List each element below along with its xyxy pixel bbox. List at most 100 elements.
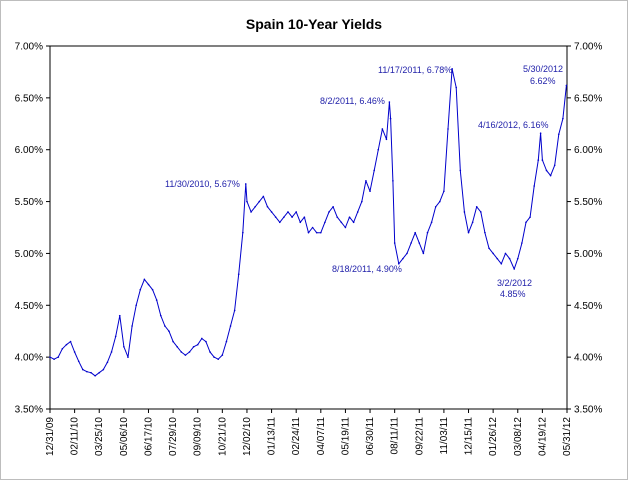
data-point — [82, 368, 84, 371]
data-point — [557, 133, 560, 135]
data-point — [127, 356, 129, 358]
plot-area — [49, 45, 568, 410]
annotation-label: 3/2/2012 — [497, 278, 532, 288]
data-point — [377, 148, 380, 151]
data-point — [475, 205, 478, 208]
data-point — [73, 351, 76, 353]
data-point — [114, 335, 117, 338]
data-point — [139, 288, 142, 291]
data-point — [336, 216, 339, 218]
data-point — [196, 343, 199, 346]
data-point — [258, 200, 261, 203]
data-point — [340, 221, 343, 224]
data-point — [244, 183, 247, 185]
data-point — [443, 190, 445, 192]
data-point — [287, 211, 289, 213]
data-point — [217, 358, 220, 361]
x-tick-label: 08/11/11 — [390, 417, 401, 455]
x-tick-label: 02/11/10 — [70, 417, 81, 456]
y-tick-label-right: 3.50% — [574, 405, 602, 416]
x-tick-label: 01/26/12 — [488, 417, 499, 456]
data-point — [426, 231, 429, 234]
data-point — [213, 356, 215, 358]
data-point — [233, 309, 236, 312]
data-point — [516, 257, 519, 260]
data-point — [402, 257, 404, 260]
data-point — [143, 278, 146, 281]
x-tick-label: 06/17/10 — [143, 417, 154, 456]
data-point — [459, 169, 462, 172]
y-tick-label-left: 6.50% — [15, 93, 43, 104]
data-point — [278, 221, 281, 224]
data-point — [266, 205, 269, 208]
y-tick-label-left: 7.00% — [15, 42, 43, 53]
data-point — [131, 325, 133, 327]
data-point — [488, 247, 490, 250]
data-point — [180, 351, 183, 353]
data-point — [164, 325, 166, 327]
data-point — [201, 337, 203, 340]
data-point — [188, 351, 191, 353]
data-point — [406, 252, 408, 255]
data-point — [484, 231, 486, 234]
data-point — [155, 299, 158, 301]
data-point — [69, 340, 72, 343]
data-point — [77, 360, 80, 363]
data-point — [176, 345, 178, 348]
data-point — [274, 216, 277, 218]
data-point — [562, 117, 564, 120]
data-point — [315, 231, 318, 234]
annotation-label: 6.62% — [530, 76, 556, 86]
data-point — [463, 211, 466, 213]
data-point — [229, 325, 232, 327]
x-tick-label: 01/13/11 — [267, 417, 278, 456]
data-point — [392, 180, 394, 182]
data-point — [307, 231, 310, 234]
data-point — [324, 221, 326, 224]
x-tick-label: 06/30/11 — [365, 417, 376, 456]
y-tick-label-left: 6.00% — [15, 145, 43, 156]
data-point — [549, 174, 552, 177]
data-point — [418, 242, 421, 244]
y-tick-label-left: 5.00% — [15, 249, 43, 260]
data-point — [332, 205, 334, 208]
annotation-label: 11/17/2011, 6.78% — [378, 65, 452, 75]
data-point — [388, 101, 391, 103]
data-point — [209, 351, 211, 353]
data-point — [61, 348, 64, 350]
y-tick-label-right: 5.50% — [574, 197, 602, 208]
x-tick-label: 02/24/11 — [291, 417, 302, 456]
data-point — [118, 314, 121, 317]
data-point — [303, 216, 306, 218]
data-point — [434, 205, 437, 208]
data-point — [299, 221, 302, 224]
y-tick-label-left: 4.50% — [15, 301, 43, 312]
data-point — [439, 200, 441, 203]
chart-title: Spain 10-Year Yields — [245, 16, 383, 32]
data-point — [250, 211, 252, 213]
data-point — [471, 221, 474, 224]
data-point — [283, 216, 285, 218]
data-point — [361, 200, 363, 203]
annotation-label: 11/30/2010, 5.67% — [165, 179, 240, 189]
data-point — [447, 128, 449, 130]
data-point — [348, 216, 351, 218]
data-point — [352, 221, 355, 224]
x-tick-label: 05/19/11 — [340, 417, 351, 456]
annotation-label: 5/30/2012 — [523, 64, 563, 74]
data-point — [221, 354, 224, 356]
data-point — [168, 330, 170, 333]
data-point — [65, 343, 68, 346]
x-tick-label: 10/21/10 — [217, 417, 228, 456]
data-point — [110, 351, 113, 353]
data-point — [246, 200, 248, 203]
data-point — [451, 68, 453, 70]
data-point — [90, 371, 92, 374]
y-tick-label-right: 4.50% — [574, 301, 602, 312]
data-point — [541, 159, 544, 161]
data-point — [533, 185, 535, 187]
y-tick-label-right: 5.00% — [574, 249, 602, 260]
data-point — [106, 361, 109, 364]
data-point — [328, 211, 330, 213]
y-tick-label-right: 4.00% — [574, 353, 602, 364]
